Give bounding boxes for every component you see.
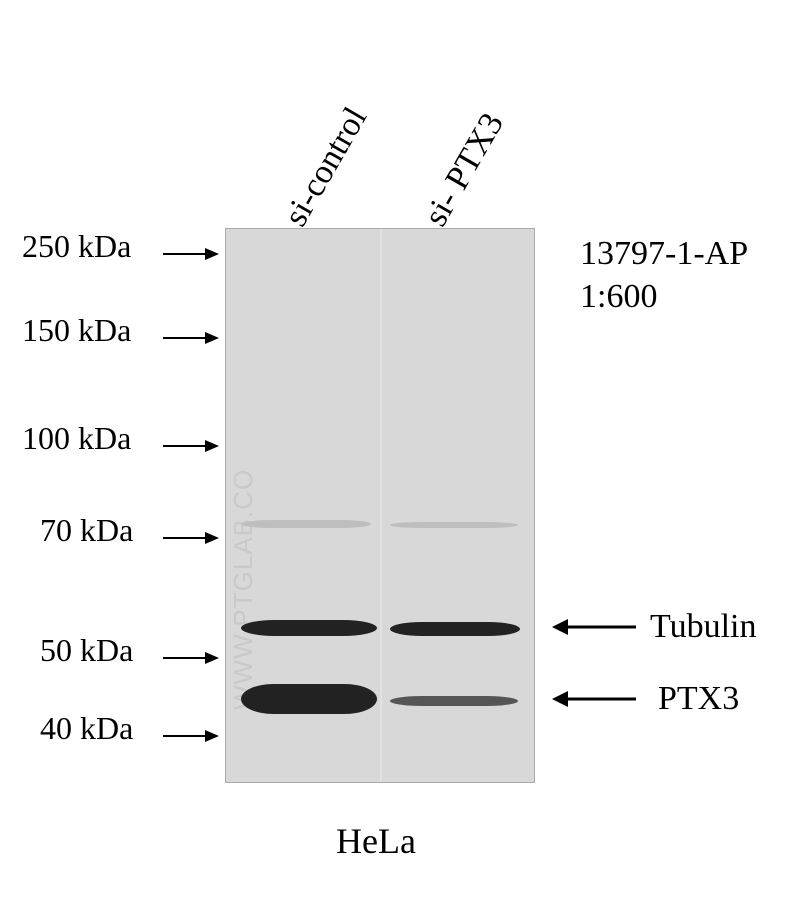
marker-arrow-150 — [163, 328, 219, 348]
watermark-text: WWW.PTGLAB.CO — [228, 280, 259, 710]
band-label-ptx3: PTX3 — [658, 680, 739, 718]
band-ptx3-lane1 — [390, 696, 518, 706]
marker-100kda: 100 kDa — [22, 420, 131, 457]
band-tubulin-lane1 — [390, 622, 520, 636]
band-70kda-lane1 — [390, 522, 518, 528]
arrow-tubulin — [552, 616, 636, 638]
arrow-ptx3 — [552, 688, 636, 710]
lane-label-si-ptx3: si- PTX3 — [417, 107, 512, 233]
lane-divider — [380, 229, 382, 782]
marker-arrow-250 — [163, 244, 219, 264]
band-70kda-lane0 — [241, 520, 371, 528]
marker-40kda: 40 kDa — [40, 710, 133, 747]
marker-arrow-50 — [163, 648, 219, 668]
antibody-id: 13797-1-AP — [580, 235, 748, 273]
band-ptx3-lane0 — [241, 684, 377, 714]
marker-150kda: 150 kDa — [22, 312, 131, 349]
figure-container: si-control si- PTX3 WWW.PTGLAB.CO 250 kD… — [0, 0, 804, 903]
marker-arrow-40 — [163, 726, 219, 746]
marker-70kda: 70 kDa — [40, 512, 133, 549]
marker-50kda: 50 kDa — [40, 632, 133, 669]
marker-250kda: 250 kDa — [22, 228, 131, 265]
cell-line-label: HeLa — [336, 820, 416, 862]
band-tubulin-lane0 — [241, 620, 377, 636]
marker-arrow-100 — [163, 436, 219, 456]
marker-arrow-70 — [163, 528, 219, 548]
lane-label-si-control: si-control — [277, 101, 375, 233]
antibody-dilution: 1:600 — [580, 278, 657, 316]
band-label-tubulin: Tubulin — [650, 608, 756, 646]
